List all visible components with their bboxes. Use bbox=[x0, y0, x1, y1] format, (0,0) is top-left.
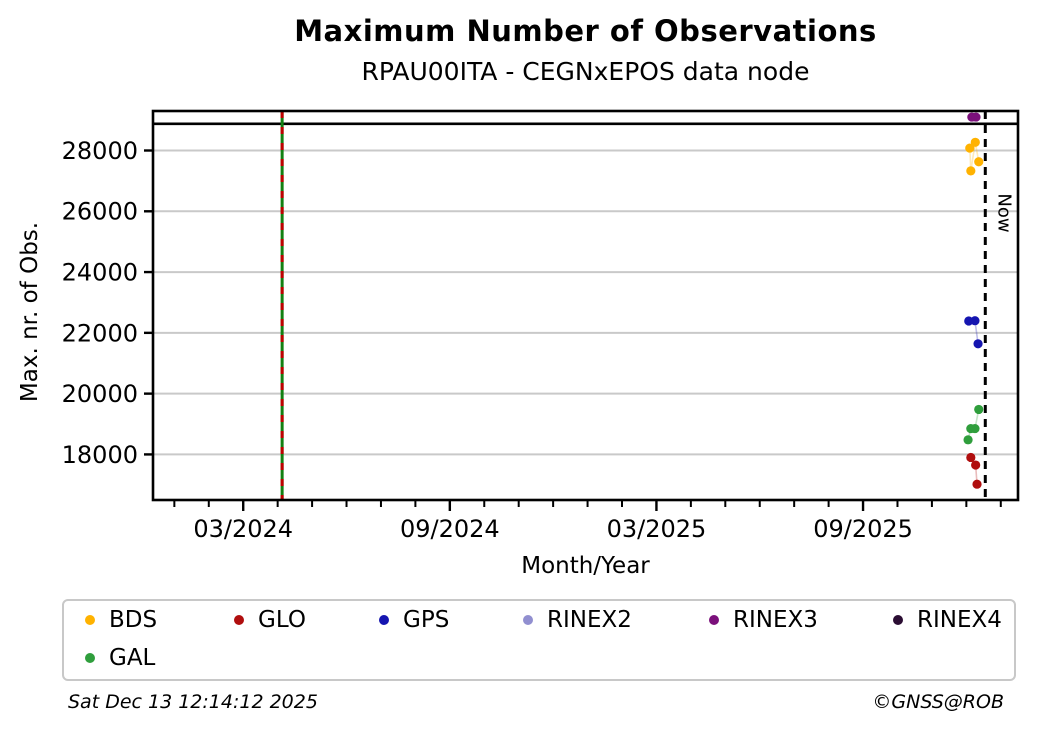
bds-marker-icon bbox=[85, 615, 95, 625]
data-point-gps bbox=[973, 339, 983, 349]
legend-label-rinex4: RINEX4 bbox=[917, 607, 1002, 633]
data-point-glo bbox=[972, 479, 982, 489]
chart-subtitle: RPAU00ITA - CEGNxEPOS data node bbox=[361, 57, 810, 86]
series-gps bbox=[964, 316, 983, 349]
data-point-gal bbox=[963, 435, 973, 445]
data-point-glo bbox=[966, 452, 976, 463]
rinex3-marker-icon bbox=[709, 615, 719, 625]
svg-text:28000: 28000 bbox=[62, 137, 138, 165]
legend-item-bds: BDS bbox=[85, 604, 157, 636]
timestamp: Sat Dec 13 12:14:12 2025 bbox=[68, 691, 318, 713]
legend: BDS GLO GPS RINEX2 RINEX3 RINEX4 GAL bbox=[62, 599, 1016, 681]
now-label: Now bbox=[993, 193, 1014, 232]
svg-text:03/2025: 03/2025 bbox=[607, 515, 707, 543]
data-point-glo bbox=[971, 460, 981, 470]
legend-item-rinex4: RINEX4 bbox=[893, 604, 1002, 636]
gridlines bbox=[153, 149, 1018, 456]
svg-text:26000: 26000 bbox=[62, 198, 138, 226]
x-axis-ticks: 03/2024 09/2024 03/2025 09/2025 bbox=[173, 500, 1002, 543]
data-point-gps bbox=[970, 316, 980, 326]
svg-text:18000: 18000 bbox=[62, 441, 138, 469]
data-point-bds bbox=[970, 137, 980, 147]
legend-item-rinex2: RINEX2 bbox=[523, 604, 632, 636]
data-point-rinex3 bbox=[971, 112, 981, 122]
legend-label-bds: BDS bbox=[109, 607, 158, 633]
glo-marker-icon bbox=[234, 615, 244, 625]
series-rinex3 bbox=[967, 112, 981, 122]
svg-text:24000: 24000 bbox=[62, 258, 138, 286]
legend-label-glo: GLO bbox=[258, 607, 306, 633]
svg-text:03/2024: 03/2024 bbox=[193, 515, 293, 543]
legend-item-rinex3: RINEX3 bbox=[709, 604, 818, 636]
data-point-bds bbox=[966, 166, 976, 176]
data-point-gal bbox=[970, 423, 980, 434]
svg-text:09/2024: 09/2024 bbox=[400, 515, 500, 543]
data-point-gal bbox=[974, 404, 984, 415]
plot-frame bbox=[151, 109, 1020, 502]
legend-label-gps: GPS bbox=[403, 607, 450, 633]
series-glo bbox=[966, 452, 982, 489]
credit: ©GNSS@ROB bbox=[872, 691, 1004, 713]
legend-item-gal: GAL bbox=[85, 642, 155, 674]
chart-title: Maximum Number of Observations bbox=[294, 14, 877, 48]
data-point-bds bbox=[965, 143, 975, 153]
series-bds bbox=[965, 137, 984, 176]
legend-item-glo: GLO bbox=[234, 604, 306, 636]
legend-label-rinex3: RINEX3 bbox=[733, 607, 818, 633]
svg-text:20000: 20000 bbox=[62, 380, 138, 408]
rinex2-marker-icon bbox=[523, 615, 533, 625]
legend-item-gps: GPS bbox=[379, 604, 449, 636]
gps-marker-icon bbox=[379, 615, 389, 625]
y-axis-ticks: 18000 20000 22000 24000 26000 28000 bbox=[62, 137, 153, 469]
rinex4-marker-icon bbox=[893, 615, 903, 625]
svg-text:22000: 22000 bbox=[62, 319, 138, 347]
x-axis-label: Month/Year bbox=[521, 553, 650, 579]
legend-label-rinex2: RINEX2 bbox=[547, 607, 632, 633]
gal-marker-icon bbox=[85, 653, 95, 663]
legend-label-gal: GAL bbox=[109, 645, 156, 671]
series-gal bbox=[963, 404, 984, 445]
svg-text:09/2025: 09/2025 bbox=[813, 515, 913, 543]
data-point-bds bbox=[974, 157, 984, 167]
